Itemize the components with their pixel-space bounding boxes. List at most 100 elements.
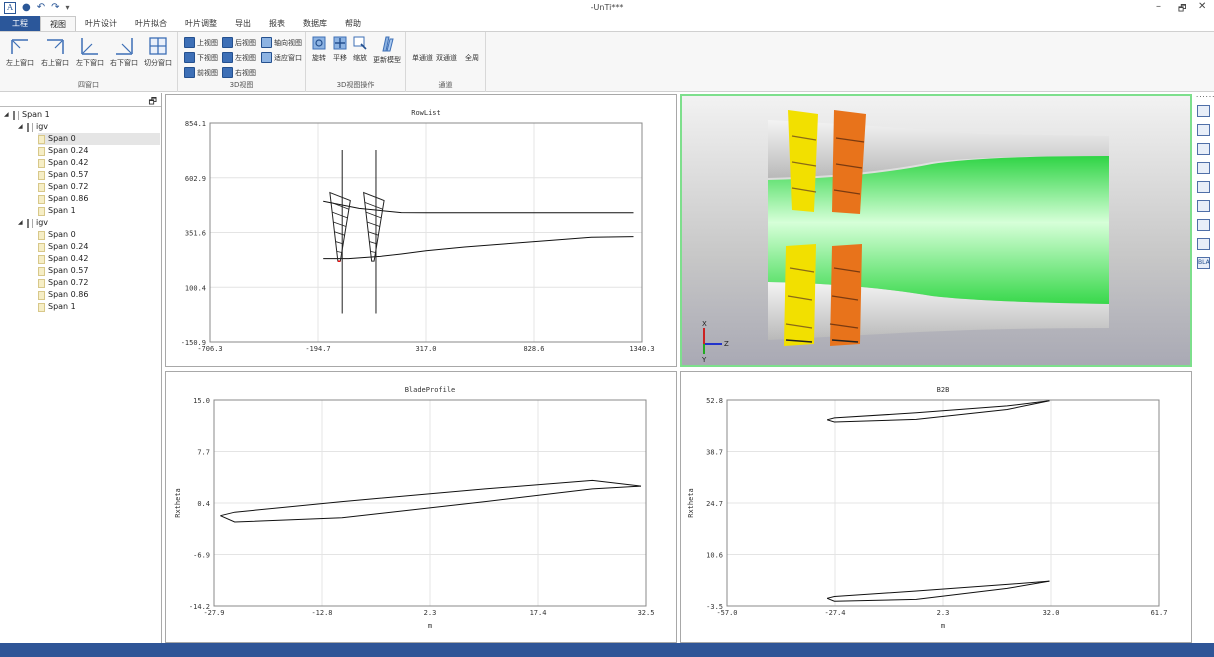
bottom-view-label: 下视图 <box>197 53 218 62</box>
fit-window-button[interactable]: 适应窗口 <box>261 51 302 64</box>
tree-node-group[interactable]: ◢ igv <box>18 121 48 133</box>
top-left-window-button[interactable]: 左上窗口 <box>2 36 38 68</box>
rowlist-chart[interactable]: RowList -706.3 -194.7 317.0 828.6 1340.3 854.1… <box>166 95 676 366</box>
pin-icon[interactable]: 🗗 <box>148 97 157 107</box>
tree-node-root[interactable]: ◢ Span 1 <box>4 109 50 121</box>
bottom-right-window-button[interactable]: 右下窗口 <box>106 36 142 68</box>
view3d-panel[interactable]: X Y Z <box>680 94 1192 367</box>
rotate-button[interactable]: 旋转 <box>312 36 326 63</box>
tab-view[interactable]: 视图 <box>40 16 76 32</box>
tree-node-span[interactable]: Span 0.72 <box>38 181 88 193</box>
fit-window-label: 适应窗口 <box>274 53 302 62</box>
tree-node-label: Span 0.42 <box>48 158 89 167</box>
close-button[interactable]: ✕ <box>1198 1 1207 12</box>
top-right-window-button[interactable]: 右上窗口 <box>37 36 73 68</box>
front-view-button[interactable]: 前视图 <box>184 66 218 79</box>
list-icon[interactable] <box>1197 219 1210 231</box>
tab-blade-fit[interactable]: 叶片拟合 <box>135 19 167 28</box>
chart-delete-icon[interactable] <box>1197 143 1210 155</box>
axial-view-icon <box>261 37 272 48</box>
zoom-button[interactable]: 缩放 <box>353 36 367 63</box>
pan-button[interactable]: 平移 <box>333 36 347 63</box>
blade-row-2[interactable] <box>829 110 866 346</box>
redo-icon[interactable]: ↷ <box>51 2 60 13</box>
blade-outline-0 <box>329 150 351 314</box>
tree-node-span[interactable]: Span 0.57 <box>38 265 88 277</box>
tree-panel-header: 🗗 <box>0 93 161 107</box>
tree-node-group[interactable]: ◢ igv <box>18 217 48 229</box>
save-icon[interactable]: ● <box>22 2 31 13</box>
bottom-left-window-button[interactable]: 左下窗口 <box>72 36 108 68</box>
x-tick-label: 61.7 <box>1151 609 1168 617</box>
span-file-icon <box>38 242 45 252</box>
back-view-label: 后视图 <box>235 38 256 47</box>
tree-node-label: Span 0 <box>48 230 76 239</box>
single-channel-button[interactable]: 单通道 <box>412 54 433 62</box>
tree-node-span[interactable]: Span 0.86 <box>38 193 88 205</box>
bladeprofile-chart[interactable]: BladeProfile -27.9 -12.8 2.3 17.4 32.5 15.0 7.7… <box>166 372 676 642</box>
window-bottom-left-icon <box>81 38 98 55</box>
chart-export-icon[interactable] <box>1197 200 1210 212</box>
minimize-button[interactable]: – <box>1156 1 1161 12</box>
hub-body[interactable] <box>768 156 1109 304</box>
top-view-button[interactable]: 上视图 <box>184 36 218 49</box>
tree-node-span[interactable]: Span 0.42 <box>38 157 88 169</box>
tree-node-span[interactable]: Span 1 <box>38 301 76 313</box>
tab-help[interactable]: 帮助 <box>345 19 361 28</box>
right-view-button[interactable]: 右视图 <box>222 66 256 79</box>
span-file-icon <box>38 278 45 288</box>
expand-arrow-icon[interactable]: ◢ <box>4 111 9 118</box>
tree-node-span[interactable]: Span 0.57 <box>38 169 88 181</box>
tree-node-span[interactable]: Span 0.72 <box>38 277 88 289</box>
front-view-icon <box>184 67 195 78</box>
rotate-label: 旋转 <box>312 54 326 62</box>
double-channel-button[interactable]: 双通道 <box>436 54 457 62</box>
group-channel: 单通道 双通道 全周 通道 <box>406 32 486 92</box>
tree-node-span[interactable]: Span 0.42 <box>38 253 88 265</box>
full-circle-button[interactable]: 全周 <box>465 54 479 62</box>
bladeprofile-panel: BladeProfile -27.9 -12.8 2.3 17.4 32.5 15.0 7.7… <box>165 371 677 643</box>
blade-row-icon <box>27 218 33 228</box>
axial-view-button[interactable]: 轴向视图 <box>261 36 302 49</box>
chart-add-icon[interactable] <box>1197 238 1210 250</box>
tab-export[interactable]: 导出 <box>235 19 251 28</box>
tab-blade-adjust[interactable]: 叶片调整 <box>185 19 217 28</box>
b2b-chart[interactable]: B2B -57.0 -27.4 2.3 32.0 61.7 52.8 38.7 24.7 10.6… <box>681 372 1191 642</box>
blade-row-1[interactable] <box>784 110 818 346</box>
customize-icon[interactable]: ▾ <box>65 3 70 12</box>
undo-icon[interactable]: ↶ <box>36 2 46 13</box>
split-window-button[interactable]: 切分窗口 <box>140 36 176 68</box>
tab-database[interactable]: 数据库 <box>303 19 327 28</box>
tree-node-label: Span 0.24 <box>48 242 89 251</box>
tree-node-span[interactable]: Span 0.24 <box>38 241 88 253</box>
tree-node-span[interactable]: Span 0.86 <box>38 289 88 301</box>
expand-arrow-icon[interactable]: ◢ <box>18 123 23 130</box>
tree-node-span[interactable]: Span 0 <box>38 229 76 241</box>
tab-report[interactable]: 报表 <box>269 19 285 28</box>
back-view-button[interactable]: 后视图 <box>222 36 256 49</box>
tab-blade-design[interactable]: 叶片设计 <box>85 19 117 28</box>
restore-button[interactable]: 🗗 <box>1178 4 1187 14</box>
update-model-button[interactable]: 更新模型 <box>373 36 401 65</box>
x-tick-label: 17.4 <box>530 609 547 617</box>
bla-icon[interactable]: BLA <box>1197 257 1210 269</box>
chart-import-icon[interactable] <box>1197 181 1210 193</box>
bottom-view-button[interactable]: 下视图 <box>184 51 218 64</box>
right-view-label: 右视图 <box>235 68 256 77</box>
expand-arrow-icon[interactable]: ◢ <box>18 219 23 226</box>
tree-node-span[interactable]: Span 0.24 <box>38 145 88 157</box>
tree-node-span[interactable]: Span 0 <box>38 133 160 145</box>
tree-node-span[interactable]: Span 1 <box>38 205 76 217</box>
left-view-button[interactable]: 左视图 <box>222 51 256 64</box>
tab-project[interactable]: 工程 <box>0 16 40 32</box>
chart-compare-icon[interactable] <box>1197 162 1210 174</box>
y-tick-label: 15.0 <box>193 397 210 405</box>
x-axis-label: m <box>941 622 945 630</box>
top-left-window-label: 左上窗口 <box>6 59 34 67</box>
bottom-right-window-label: 右下窗口 <box>110 59 138 67</box>
fit-window-icon <box>261 52 272 63</box>
front-view-label: 前视图 <box>197 68 218 77</box>
view3d-canvas[interactable]: X Y Z <box>682 96 1190 365</box>
chart-icon[interactable] <box>1197 105 1210 117</box>
chart-edit-icon[interactable] <box>1197 124 1210 136</box>
